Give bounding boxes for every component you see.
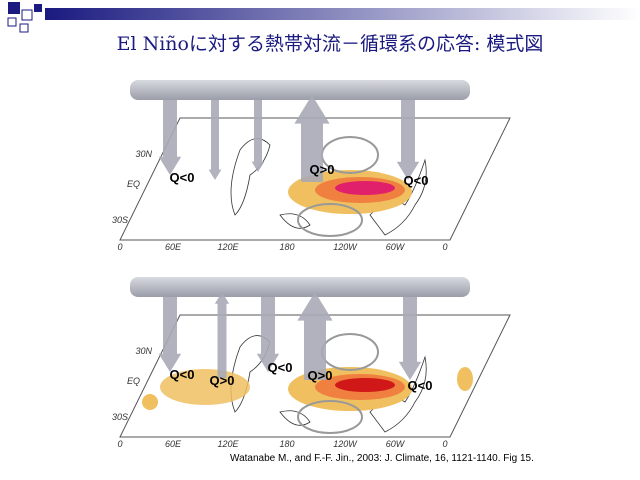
heating-strong [335, 181, 395, 195]
q-label: Q<0 [408, 378, 433, 393]
q-label: Q>0 [308, 368, 333, 383]
upper-flow-bar [130, 80, 470, 100]
q-label: Q<0 [268, 360, 293, 375]
q-label: Q>0 [210, 373, 235, 388]
lat-label: 30S [112, 412, 128, 422]
lon-label: 60W [386, 439, 406, 449]
lat-label: 30N [135, 346, 152, 356]
circulation-loop [297, 203, 363, 237]
citation: Watanabe M., and F.-F. Jin., 2003: J. Cl… [230, 453, 534, 464]
circulation-arrow [251, 100, 265, 172]
circulation-arrow [396, 100, 420, 180]
circulation-loop [297, 400, 363, 434]
heating-strong [335, 378, 395, 392]
q-label: Q<0 [170, 170, 195, 185]
circulation-arrow [256, 297, 280, 372]
circulation-arrow [297, 292, 333, 380]
lat-label: EQ [127, 376, 140, 386]
q-label: Q<0 [170, 367, 195, 382]
decoration [7, 2, 640, 33]
lon-label: 0 [117, 439, 122, 449]
map-panel: 30N EQ 30S 0 60E 120E 180 120W 60W 0 Q<0 Q>0 Q<0 [112, 80, 511, 252]
lon-label: 0 [442, 242, 447, 252]
lat-label: 30N [135, 149, 152, 159]
circulation-arrow [158, 297, 182, 372]
lat-label: 30S [112, 215, 128, 225]
circulation-arrow [398, 297, 422, 380]
lat-label: EQ [127, 179, 140, 189]
slide-title: El Niñoに対する熱帯対流－循環系の応答: 模式図 [117, 33, 544, 55]
lon-label: 0 [117, 242, 122, 252]
q-label: Q>0 [310, 162, 335, 177]
lon-label: 60W [386, 242, 406, 252]
heating-weak [160, 369, 250, 405]
lon-label: 120E [217, 439, 239, 449]
circulation-arrow [214, 292, 230, 378]
panels: 30N EQ 30S 0 60E 120E 180 120W 60W 0 Q<0 Q>0 Q<0 30N E… [112, 80, 511, 449]
q-label: Q<0 [404, 173, 429, 188]
circulation-arrow [158, 100, 182, 175]
circulation-arrow [294, 95, 330, 182]
lon-label: 120W [333, 242, 358, 252]
lon-label: 60E [165, 439, 182, 449]
lon-label: 120E [217, 242, 239, 252]
lon-label: 180 [279, 242, 294, 252]
upper-flow-bar [130, 277, 470, 297]
map-panel: 30N EQ 30S 0 60E 120E 180 120W 60W 0 Q<0 Q>0 Q<0 Q>0 Q… [112, 277, 511, 449]
heating-weak [142, 394, 158, 410]
heating-weak [457, 367, 473, 391]
circulation-arrow [208, 100, 222, 180]
lon-label: 120W [333, 439, 358, 449]
lon-label: 60E [165, 242, 182, 252]
lon-label: 180 [279, 439, 294, 449]
lon-label: 0 [442, 439, 447, 449]
